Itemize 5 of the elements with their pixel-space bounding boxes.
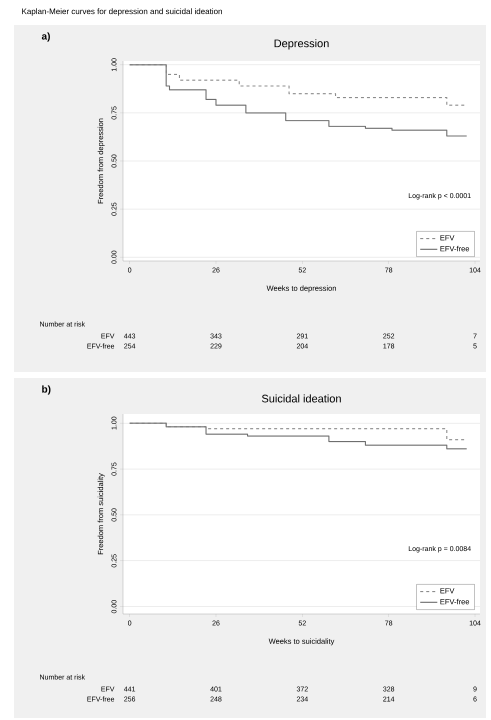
text: a) xyxy=(42,32,50,42)
chart-title: Depression xyxy=(274,39,329,50)
chart-title: Suicidal ideation xyxy=(262,394,341,402)
text: b) xyxy=(42,385,50,395)
text: Kaplan-Meier curves for depression and suicidal ideation xyxy=(22,8,222,16)
